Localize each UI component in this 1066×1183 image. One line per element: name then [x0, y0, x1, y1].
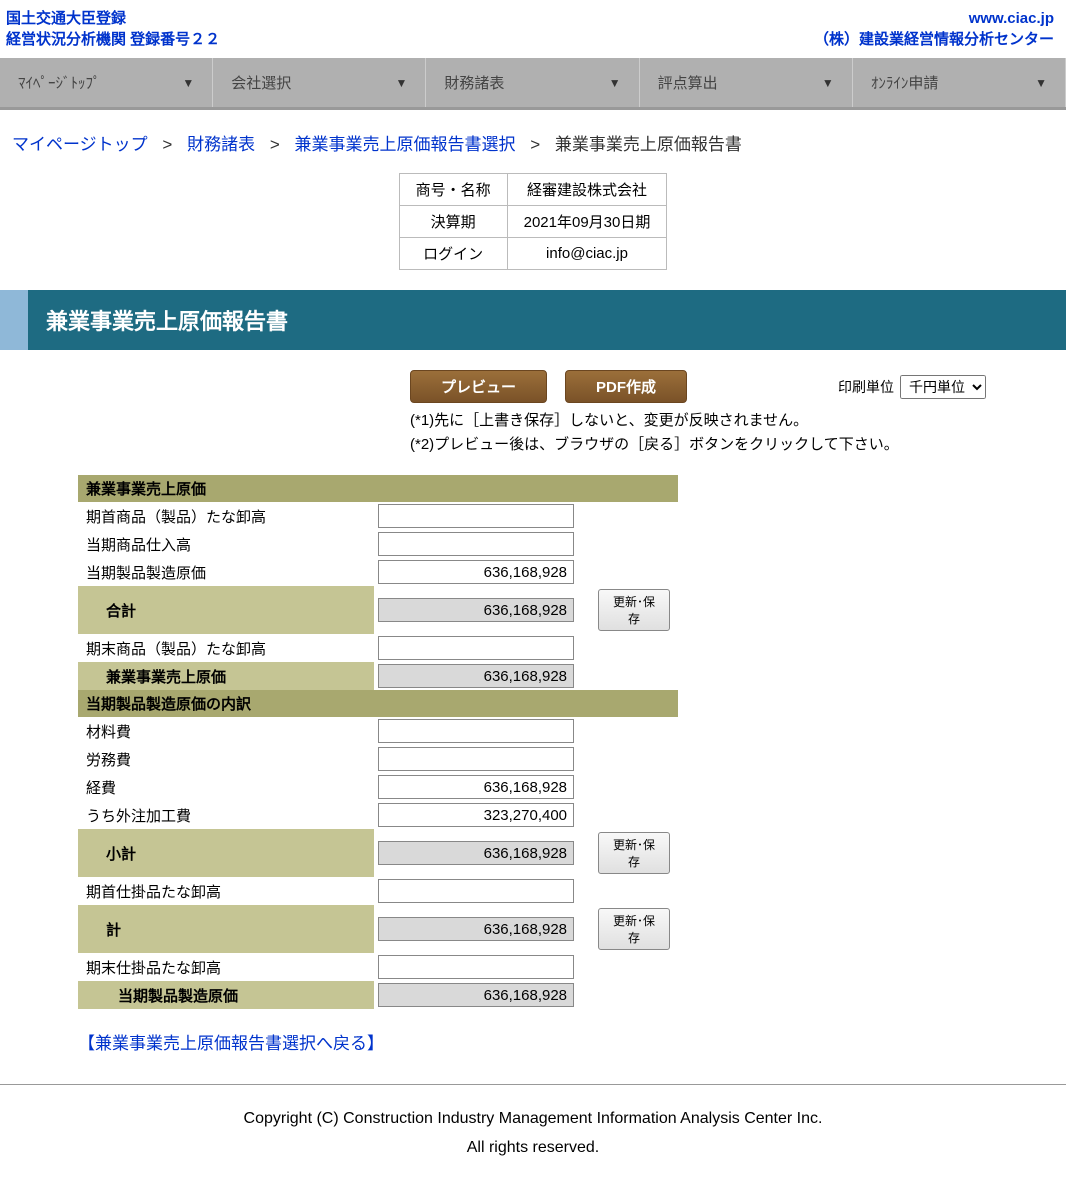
nav-label: ﾏｲﾍﾟｰｼﾞﾄｯﾌﾟ	[18, 72, 101, 93]
back-link-wrap: 【兼業事業売上原価報告書選択へ戻る】	[0, 1009, 1066, 1074]
breadcrumb-current: 兼業事業売上原価報告書	[555, 135, 742, 154]
breadcrumb-report-select[interactable]: 兼業事業売上原価報告書選択	[294, 135, 515, 154]
nav-score[interactable]: 評点算出 ▼	[640, 58, 853, 107]
header-right-line2: （株）建設業経営情報分析センター	[814, 29, 1054, 50]
row-label: 当期製品製造原価	[78, 981, 374, 1009]
row-label: 合計	[78, 586, 374, 634]
value-calc-mfg-cost	[378, 983, 574, 1007]
row-label: 材料費	[78, 717, 374, 745]
header-right-line1[interactable]: www.ciac.jp	[814, 8, 1054, 29]
header-left-line2: 経営状況分析機関 登録番号２２	[6, 29, 220, 50]
info-value: 2021年09月30日期	[507, 206, 667, 238]
row-label: 当期商品仕入高	[78, 530, 374, 558]
page-header: 国土交通大臣登録 経営状況分析機関 登録番号２２ www.ciac.jp （株）…	[0, 0, 1066, 58]
notes: (*1)先に［上書き保存］しないと、変更が反映されません。 (*2)プレビュー後…	[0, 409, 1066, 457]
row-label: 期首仕掛品たな卸高	[78, 877, 374, 905]
value-input-labor[interactable]	[378, 747, 574, 771]
chevron-down-icon: ▼	[1035, 76, 1047, 90]
note-1: (*1)先に［上書き保存］しないと、変更が反映されません。	[410, 409, 1066, 433]
nav-label: ｵﾝﾗｲﾝ申請	[871, 72, 939, 93]
section-header-2: 当期製品製造原価の内訳	[78, 690, 574, 717]
info-label: ログイン	[399, 238, 507, 270]
nav-mypage-top[interactable]: ﾏｲﾍﾟｰｼﾞﾄｯﾌﾟ ▼	[0, 58, 213, 107]
back-link[interactable]: 【兼業事業売上原価報告書選択へ戻る】	[78, 1034, 384, 1053]
chevron-down-icon: ▼	[822, 76, 834, 90]
breadcrumb-sep: >	[162, 135, 172, 154]
info-value: info@ciac.jp	[507, 238, 667, 270]
footer-line1: Copyright (C) Construction Industry Mana…	[20, 1105, 1046, 1134]
company-info-table: 商号・名称経審建設株式会社 決算期2021年09月30日期 ログインinfo@c…	[399, 173, 668, 270]
breadcrumb: マイページトップ > 財務諸表 > 兼業事業売上原価報告書選択 > 兼業事業売上…	[0, 110, 1066, 167]
value-input-purchases[interactable]	[378, 532, 574, 556]
value-calc-total2	[378, 917, 574, 941]
breadcrumb-mypage[interactable]: マイページトップ	[12, 135, 148, 154]
row-label: 兼業事業売上原価	[78, 662, 374, 690]
value-input-opening-goods[interactable]	[378, 504, 574, 528]
row-label: 期首商品（製品）たな卸高	[78, 502, 374, 530]
nav-label: 財務諸表	[444, 72, 504, 93]
value-input-outsourcing[interactable]	[378, 803, 574, 827]
value-input-closing-wip[interactable]	[378, 955, 574, 979]
update-save-button-3[interactable]: 更新･保存	[598, 908, 670, 950]
update-save-button-1[interactable]: 更新･保存	[598, 589, 670, 631]
value-calc-total	[378, 598, 574, 622]
title-accent	[0, 290, 28, 350]
info-value: 経審建設株式会社	[507, 174, 667, 206]
nav-financial[interactable]: 財務諸表 ▼	[426, 58, 639, 107]
value-input-expense[interactable]	[378, 775, 574, 799]
row-label: うち外注加工費	[78, 801, 374, 829]
value-calc-subtotal	[378, 841, 574, 865]
print-unit-label: 印刷単位	[838, 377, 894, 397]
row-label: 計	[78, 905, 374, 953]
value-calc-cost-of-sales	[378, 664, 574, 688]
row-label: 労務費	[78, 745, 374, 773]
value-input-closing-goods[interactable]	[378, 636, 574, 660]
value-input-material[interactable]	[378, 719, 574, 743]
footer: Copyright (C) Construction Industry Mana…	[0, 1085, 1066, 1183]
header-left-line1: 国土交通大臣登録	[6, 8, 220, 29]
breadcrumb-sep: >	[530, 135, 540, 154]
breadcrumb-financial[interactable]: 財務諸表	[187, 135, 255, 154]
row-label: 小計	[78, 829, 374, 877]
print-unit-wrap: 印刷単位 千円単位	[838, 375, 986, 399]
page-title: 兼業事業売上原価報告書	[28, 290, 1066, 350]
section-header-1: 兼業事業売上原価	[78, 475, 574, 502]
row-label: 期末仕掛品たな卸高	[78, 953, 374, 981]
chevron-down-icon: ▼	[609, 76, 621, 90]
value-input-mfg-cost[interactable]	[378, 560, 574, 584]
cost-report-table: 兼業事業売上原価 期首商品（製品）たな卸高 当期商品仕入高 当期製品製造原価 合…	[78, 475, 678, 1009]
update-save-button-2[interactable]: 更新･保存	[598, 832, 670, 874]
page-title-bar: 兼業事業売上原価報告書	[0, 290, 1066, 350]
preview-button[interactable]: プレビュー	[410, 370, 547, 403]
row-label: 経費	[78, 773, 374, 801]
info-label: 商号・名称	[399, 174, 507, 206]
chevron-down-icon: ▼	[182, 76, 194, 90]
header-left: 国土交通大臣登録 経営状況分析機関 登録番号２２	[6, 8, 220, 50]
nav-company-select[interactable]: 会社選択 ▼	[213, 58, 426, 107]
print-unit-select[interactable]: 千円単位	[900, 375, 986, 399]
footer-line2: All rights reserved.	[20, 1134, 1046, 1163]
nav-label: 会社選択	[231, 72, 291, 93]
row-label: 当期製品製造原価	[78, 558, 374, 586]
info-label: 決算期	[399, 206, 507, 238]
row-label: 期末商品（製品）たな卸高	[78, 634, 374, 662]
nav-label: 評点算出	[658, 72, 718, 93]
breadcrumb-sep: >	[270, 135, 280, 154]
nav-online-apply[interactable]: ｵﾝﾗｲﾝ申請 ▼	[853, 58, 1066, 107]
header-right: www.ciac.jp （株）建設業経営情報分析センター	[814, 8, 1054, 50]
controls-row: プレビュー PDF作成 印刷単位 千円単位	[0, 370, 1066, 403]
value-input-opening-wip[interactable]	[378, 879, 574, 903]
note-2: (*2)プレビュー後は、ブラウザの［戻る］ボタンをクリックして下さい。	[410, 433, 1066, 457]
data-section: 兼業事業売上原価 期首商品（製品）たな卸高 当期商品仕入高 当期製品製造原価 合…	[0, 475, 1066, 1009]
pdf-button[interactable]: PDF作成	[565, 370, 687, 403]
chevron-down-icon: ▼	[396, 76, 408, 90]
main-nav: ﾏｲﾍﾟｰｼﾞﾄｯﾌﾟ ▼ 会社選択 ▼ 財務諸表 ▼ 評点算出 ▼ ｵﾝﾗｲﾝ申請 ▼	[0, 58, 1066, 110]
